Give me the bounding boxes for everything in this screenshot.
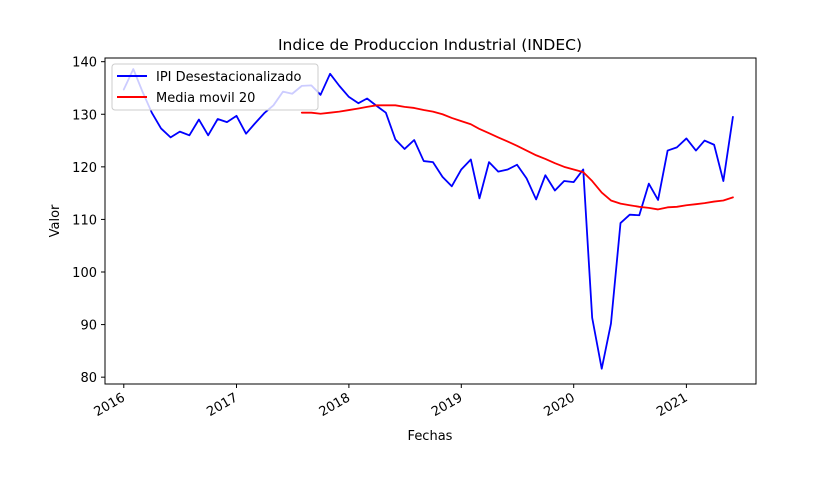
y-tick-label: 100 [72,266,97,281]
y-axis-label: Valor [48,204,63,237]
plot-area-frame [104,57,757,385]
legend-label-media-movil: Media movil 20 [156,91,255,106]
legend: IPI Desestacionalizado Media movil 20 [111,63,319,111]
legend-label-ipi: IPI Desestacionalizado [156,70,301,85]
x-axis-label: Fechas [408,429,453,444]
y-tick-label: 140 [72,56,97,71]
y-tick-label: 90 [80,319,97,334]
y-tick-label: 80 [80,371,97,386]
series-line-ipi [122,68,734,370]
y-tick-label: 120 [72,161,97,176]
legend-box [111,63,319,111]
series-layer [122,68,734,370]
y-tick-label: 130 [72,108,97,123]
y-axis-ticks: 80 90 100 110 120 130 140 [72,56,105,386]
chart-title: Indice de Produccion Industrial (INDEC) [278,36,582,54]
y-tick-label: 110 [72,213,97,228]
series-line-media-movil [300,104,734,211]
